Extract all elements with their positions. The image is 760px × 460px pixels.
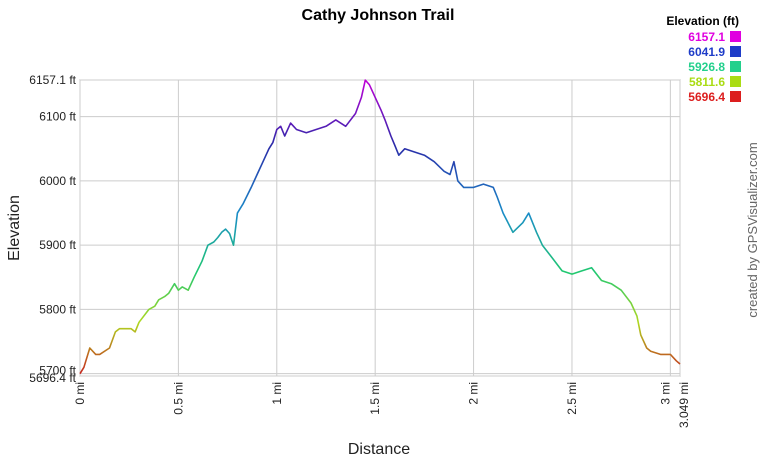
chart-title: Cathy Johnson Trail <box>302 7 455 24</box>
y-tick-label: 6000 ft <box>39 174 76 188</box>
x-tick-label: 1 mi <box>270 382 284 405</box>
y-axis-title: Elevation <box>6 195 23 261</box>
x-tick-label: 3 mi <box>658 382 672 405</box>
y-tick-label: 5800 ft <box>39 302 76 316</box>
y-tick-label: 5900 ft <box>39 238 76 252</box>
legend-entry-label: 6041.9 <box>688 45 725 59</box>
x-axis-ticks: 0 mi 0.5 mi 1 mi 1.5 mi 2 mi 2.5 mi 3 mi 3.049 … <box>73 382 691 428</box>
x-tick-label: 0 mi <box>73 382 87 405</box>
x-tick-label: 3.049 mi <box>677 382 691 428</box>
y-tick-label: 5696.4 ft <box>29 371 76 385</box>
x-tick-label: 0.5 mi <box>171 382 185 415</box>
legend-entry-label: 6157.1 <box>688 30 725 44</box>
credit-text: created by GPSVisualizer.com <box>745 142 760 317</box>
legend-swatch <box>730 46 741 57</box>
legend-entry-label: 5811.6 <box>689 75 725 89</box>
x-tick-label: 1.5 mi <box>368 382 382 415</box>
legend-title: Elevation (ft) <box>666 14 739 28</box>
elevation-line <box>79 79 681 375</box>
x-tick-label: 2 mi <box>467 382 481 405</box>
grid-lines <box>79 79 681 377</box>
legend-swatch <box>730 31 741 42</box>
legend-swatch <box>730 91 741 102</box>
legend-entry-label: 5696.4 <box>688 90 725 104</box>
legend-entry-label: 5926.8 <box>688 60 725 74</box>
x-axis-title: Distance <box>348 441 410 458</box>
y-tick-label: 6157.1 ft <box>29 73 76 87</box>
legend-swatch <box>730 76 741 87</box>
legend-swatch <box>730 61 741 72</box>
plot-area <box>79 79 681 377</box>
y-tick-label: 6100 ft <box>39 110 76 124</box>
x-tick-label: 2.5 mi <box>565 382 579 415</box>
y-tick-label: 5700 ft <box>39 364 76 378</box>
